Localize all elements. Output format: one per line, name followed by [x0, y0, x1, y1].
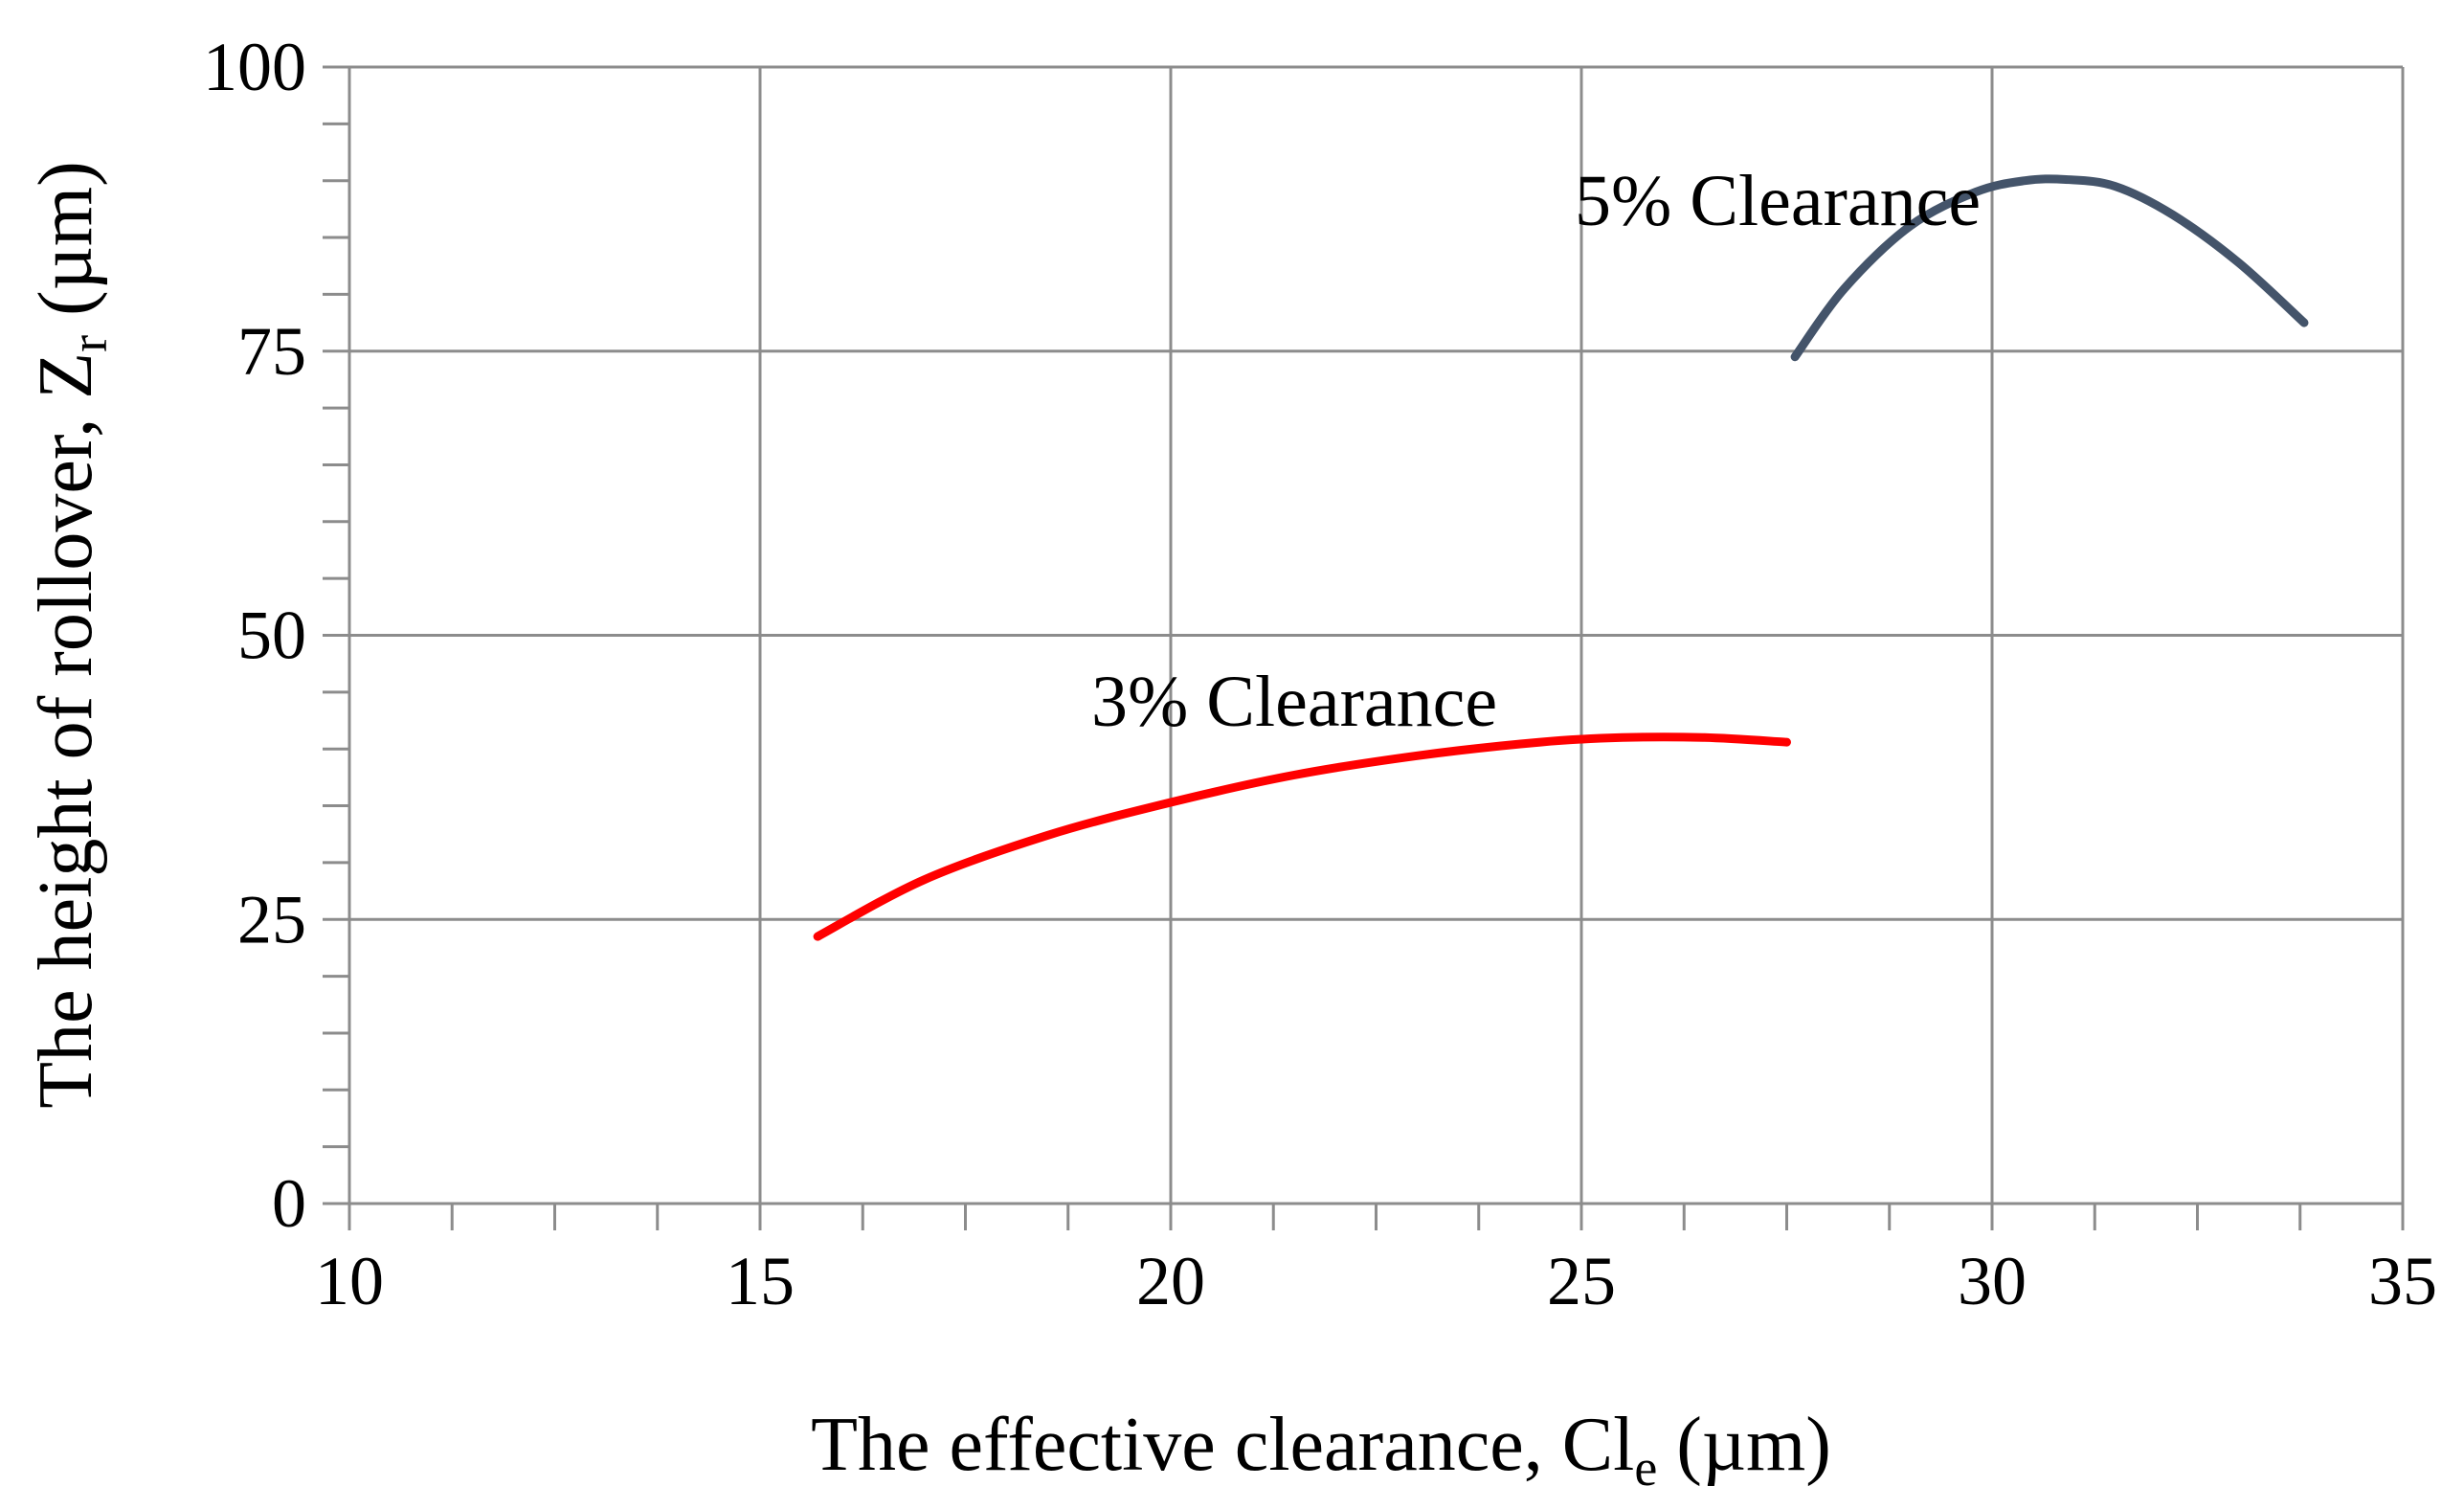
y-tick-label: 100 — [203, 29, 306, 105]
gridlines — [347, 65, 2405, 1205]
series-line-1 — [813, 732, 1791, 941]
y-tick-label: 0 — [272, 1165, 306, 1242]
series-group — [813, 174, 2309, 941]
annotation-label: 3% Clearance — [1091, 662, 1497, 742]
axes — [347, 67, 2403, 1205]
x-tick-label: 35 — [2368, 1243, 2437, 1319]
annotations: 5% Clearance 3% Clearance — [1091, 161, 1981, 742]
y-tick-label: 75 — [237, 313, 306, 390]
series-line-2 — [1790, 174, 2309, 362]
x-tick-label: 25 — [1547, 1243, 1616, 1319]
x-tick-label: 15 — [726, 1243, 795, 1319]
annotation-label: 5% Clearance — [1575, 161, 1981, 241]
y-tick-label: 25 — [237, 881, 306, 957]
x-tick-label: 30 — [1958, 1243, 2027, 1319]
x-tick-label: 20 — [1136, 1243, 1205, 1319]
x-tick-label: 10 — [315, 1243, 384, 1319]
x-axis-title: The effective clearance, Cle (µm) — [811, 1403, 1831, 1497]
y-tick-label: 50 — [237, 597, 306, 674]
tick-labels: 10 15 20 25 30 35 0 25 50 75 100 — [203, 29, 2437, 1319]
minor-ticks — [323, 65, 2405, 1230]
y-axis-title: The height of rollover, Zr (µm) — [24, 161, 118, 1108]
